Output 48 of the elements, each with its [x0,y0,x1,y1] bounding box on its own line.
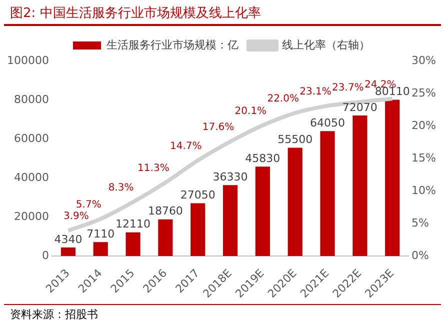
data-label: 3.9% [63,211,89,222]
y-tick-label: 20000 [14,210,49,223]
y-tick-label: 80000 [14,92,49,106]
y-tick-label: 40000 [14,170,49,184]
bar [126,232,140,256]
bar [93,242,108,256]
data-label: 7110 [86,227,115,240]
y2-tick-label: 20% [412,118,436,132]
bar [255,166,270,256]
bar [60,247,76,256]
data-label: 18760 [148,204,183,218]
data-label: 45830 [245,152,280,165]
bar [222,185,238,256]
data-label: 11.3% [138,163,170,174]
y2-tick-label: 10% [412,184,436,197]
data-label: 20.1% [234,106,267,117]
data-label: 4340 [54,232,82,246]
bar [288,148,302,256]
bar [320,131,335,256]
y2-tick-label: 25% [412,86,436,100]
chart-title: 图2: 中国生活服务行业市场规模及线上化率 [4,0,441,26]
data-label: 23.7% [332,82,364,94]
y-tick-label: 0 [42,248,49,262]
data-label: 72070 [342,100,378,114]
legend-label: 线上化率（右轴） [282,38,370,52]
y-tick-label: 60000 [14,132,49,145]
data-label: 12110 [116,218,151,231]
data-label: 55500 [278,133,313,146]
y2-tick-label: 30% [412,54,436,67]
y2-tick-label: 5% [412,216,430,230]
data-label: 22.0% [267,94,299,105]
legend-label: 生活服务行业市场规模：亿 [106,38,238,52]
data-label: 5.7% [76,200,102,211]
bar [352,115,368,256]
text: 资料来源：招股书 [4,304,441,324]
y2-tick-label: 15% [412,151,436,164]
data-label: 17.6% [202,122,234,134]
bar [385,100,400,256]
bar [190,203,206,256]
data-label: 27050 [180,188,216,202]
data-label: 23.1% [300,86,332,98]
bar [158,219,173,256]
data-label: 14.7% [170,141,202,152]
y-tick-label: 100000 [6,54,49,67]
y2-tick-label: 0% [412,248,430,262]
data-label: 36330 [212,170,248,184]
data-label: 64050 [310,116,346,130]
data-label: 8.3% [108,182,134,194]
